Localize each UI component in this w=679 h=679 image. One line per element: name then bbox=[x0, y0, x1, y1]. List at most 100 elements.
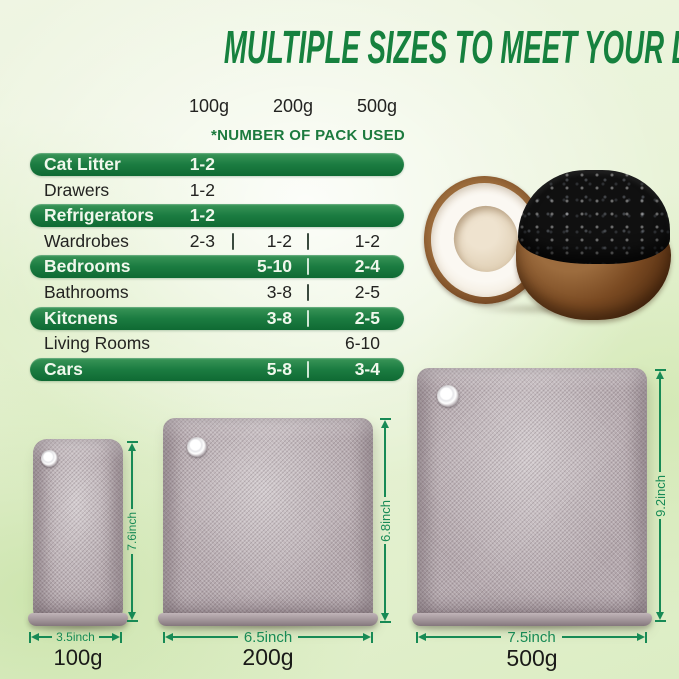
bag-100g bbox=[28, 439, 128, 626]
dimension-line bbox=[561, 636, 637, 638]
arrow-down-icon bbox=[128, 612, 136, 621]
bag-200g bbox=[158, 418, 378, 626]
dimension-line bbox=[131, 553, 133, 613]
column-separator bbox=[307, 309, 309, 327]
row-value-100g: 1-2 bbox=[189, 179, 215, 200]
arrow-up-icon bbox=[128, 443, 136, 451]
dimension-line bbox=[298, 636, 363, 638]
arrow-end-cap bbox=[120, 631, 123, 643]
arrow-left-icon bbox=[31, 633, 39, 641]
dimension-line bbox=[384, 544, 386, 614]
table-row: Cat Litter 1-2 bbox=[30, 153, 404, 176]
row-value-500g: 2-4 bbox=[354, 256, 380, 277]
dimension-line bbox=[659, 379, 661, 472]
arrow-end-cap bbox=[416, 631, 418, 643]
bag-weight-label-100g: 100g bbox=[53, 645, 103, 670]
dimension-line bbox=[39, 636, 53, 638]
bag-seam bbox=[158, 613, 378, 626]
row-value-200g: 3-8 bbox=[266, 307, 292, 328]
row-label: Wardrobes bbox=[44, 230, 129, 251]
bag-weight-label-500g: 500g bbox=[506, 645, 558, 671]
row-label: Living Rooms bbox=[44, 333, 151, 354]
arrow-right-icon bbox=[112, 633, 121, 641]
column-separator bbox=[232, 232, 234, 250]
table-row: Bathrooms 3-8 2-5 bbox=[30, 281, 404, 304]
dimension-line bbox=[659, 519, 661, 613]
arrow-end-cap bbox=[126, 620, 138, 623]
width-label: 6.5inch bbox=[243, 628, 293, 646]
arrow-end-cap bbox=[654, 369, 666, 371]
height-dimension-500g: 9.2inch bbox=[652, 369, 668, 623]
arrow-end-cap bbox=[379, 621, 391, 624]
bag-500g bbox=[412, 368, 652, 626]
dimension-line bbox=[426, 636, 502, 638]
row-value-100g: 1-2 bbox=[189, 154, 215, 174]
table-row: Living Rooms 6-10 bbox=[30, 332, 404, 355]
width-label: 3.5inch bbox=[56, 630, 95, 644]
row-value-500g: 2-5 bbox=[354, 281, 380, 302]
arrow-right-icon bbox=[363, 633, 371, 641]
row-label: Kitcnens bbox=[44, 307, 118, 328]
arrow-end-cap bbox=[654, 620, 666, 623]
dimension-line bbox=[131, 451, 133, 510]
row-value-100g: 2-3 bbox=[189, 230, 215, 251]
arrow-right-icon bbox=[637, 633, 645, 641]
grommet bbox=[41, 450, 58, 467]
row-value-200g: 3-8 bbox=[266, 281, 292, 302]
width-dimension-200g: 6.5inch bbox=[163, 628, 373, 646]
height-label: 9.2inch bbox=[652, 474, 668, 517]
usage-table: Cat Litter 1-2 Drawers 1-2 Refrigerators… bbox=[30, 153, 404, 383]
row-value-500g: 2-5 bbox=[354, 307, 380, 328]
grommet bbox=[437, 385, 459, 407]
height-label: 6.8inch bbox=[377, 499, 393, 542]
bag-weight-label-200g: 200g bbox=[242, 644, 294, 670]
row-value-500g: 6-10 bbox=[344, 333, 380, 354]
column-header-100g: 100g bbox=[188, 96, 230, 116]
arrow-left-icon bbox=[418, 633, 426, 641]
dimension-line bbox=[98, 636, 113, 638]
table-note: *NUMBER OF PACK USED bbox=[210, 127, 406, 144]
row-label: Cars bbox=[44, 358, 83, 379]
charcoal-granules bbox=[518, 170, 670, 264]
page-title: MULTIPLE SIZES TO MEET YOUR DIVERSE NEED… bbox=[0, 24, 679, 71]
arrow-end-cap bbox=[126, 441, 138, 443]
height-label: 7.6inch bbox=[125, 512, 139, 551]
column-separator bbox=[307, 258, 309, 276]
table-row: Refrigerators 1-2 bbox=[30, 204, 404, 228]
height-dimension-100g: 7.6inch bbox=[125, 441, 139, 623]
table-row: Cars 5-8 3-4 bbox=[30, 357, 404, 381]
row-label: Refrigerators bbox=[44, 205, 154, 226]
height-dimension-200g: 6.8inch bbox=[377, 418, 393, 624]
width-dimension-500g: 7.5inch bbox=[416, 628, 647, 646]
table-row: Drawers 1-2 bbox=[30, 179, 404, 202]
arrow-end-cap bbox=[379, 418, 391, 420]
dimension-line bbox=[173, 636, 238, 638]
row-value-500g: 3-4 bbox=[354, 358, 380, 379]
arrow-down-icon bbox=[656, 612, 664, 621]
table-row: Bedrooms 5-10 2-4 bbox=[30, 255, 404, 279]
bag-seam bbox=[28, 613, 128, 626]
row-label: Cat Litter bbox=[44, 154, 121, 174]
row-label: Drawers bbox=[44, 179, 110, 200]
table-row: Kitcnens 3-8 2-5 bbox=[30, 306, 404, 330]
row-value-500g: 1-2 bbox=[354, 230, 380, 251]
arrow-up-icon bbox=[381, 420, 389, 428]
row-value-200g: 5-10 bbox=[256, 256, 292, 277]
column-separator bbox=[307, 232, 309, 250]
width-label: 7.5inch bbox=[507, 628, 556, 646]
column-header-200g: 200g bbox=[272, 96, 314, 116]
width-dimension-100g: 3.5inch bbox=[29, 630, 123, 644]
arrow-left-icon bbox=[165, 633, 173, 641]
row-value-100g: 1-2 bbox=[189, 205, 215, 226]
row-label: Bedrooms bbox=[44, 256, 131, 277]
column-separator bbox=[307, 360, 309, 378]
bag-seam bbox=[412, 613, 652, 626]
coconut-charcoal-image bbox=[417, 168, 674, 320]
column-header-500g: 500g bbox=[356, 96, 398, 116]
arrow-end-cap bbox=[163, 631, 165, 643]
row-value-200g: 5-8 bbox=[266, 358, 292, 379]
row-label: Bathrooms bbox=[44, 281, 129, 302]
column-separator bbox=[307, 283, 309, 301]
arrow-end-cap bbox=[371, 631, 373, 643]
